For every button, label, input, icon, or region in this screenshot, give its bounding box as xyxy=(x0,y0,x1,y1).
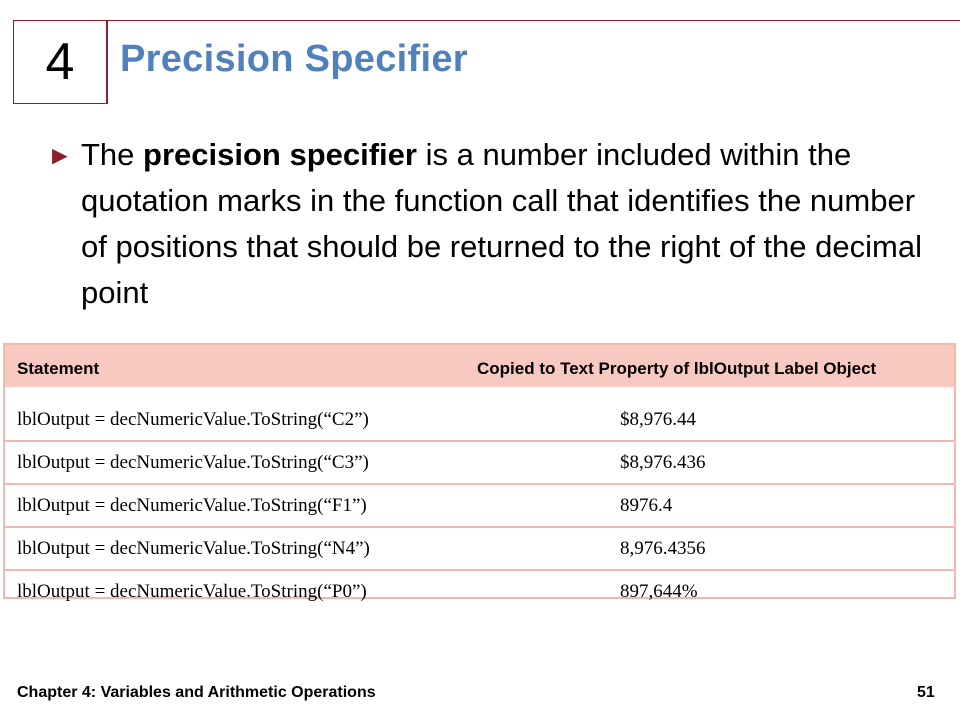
table-row: lblOutput = decNumericValue.ToString(“N4… xyxy=(5,528,954,571)
bullet-point: ► The precision specifier is a number in… xyxy=(47,132,927,316)
format-table: Statement Copied to Text Property of lbl… xyxy=(3,343,956,602)
cell-value: 8976.4 xyxy=(620,495,673,516)
table-row: lblOutput = decNumericValue.ToString(“P0… xyxy=(5,571,954,612)
cell-value: $8,976.44 xyxy=(620,409,696,430)
bullet-bold-term: precision specifier xyxy=(143,137,417,172)
cell-value: $8,976.436 xyxy=(620,452,706,473)
table-row: lblOutput = decNumericValue.ToString(“F1… xyxy=(5,485,954,528)
footer-page-number: 51 xyxy=(917,684,935,701)
cell-statement: lblOutput = decNumericValue.ToString(“C2… xyxy=(17,409,369,430)
cell-statement: lblOutput = decNumericValue.ToString(“F1… xyxy=(17,495,367,516)
header-divider xyxy=(107,20,108,104)
slide-title: Precision Specifier xyxy=(120,38,468,80)
cell-statement: lblOutput = decNumericValue.ToString(“P0… xyxy=(17,581,367,602)
chapter-number: 4 xyxy=(45,33,75,91)
cell-value: 8,976.4356 xyxy=(620,538,706,559)
footer-chapter-title: Chapter 4: Variables and Arithmetic Oper… xyxy=(17,684,376,701)
header-rule xyxy=(107,20,960,21)
bullet-prefix: The xyxy=(81,137,144,172)
table-row: lblOutput = decNumericValue.ToString(“C3… xyxy=(5,442,954,485)
table-header: Statement Copied to Text Property of lbl… xyxy=(5,345,954,387)
cell-statement: lblOutput = decNumericValue.ToString(“C3… xyxy=(17,452,369,473)
bullet-suffix: is a number included within the quotatio… xyxy=(81,137,922,310)
table-row: lblOutput = decNumericValue.ToString(“C2… xyxy=(5,399,954,442)
cell-statement: lblOutput = decNumericValue.ToString(“N4… xyxy=(17,538,370,559)
header-copied-to: Copied to Text Property of lblOutput Lab… xyxy=(477,359,877,378)
bullet-text: The precision specifier is a number incl… xyxy=(81,132,927,316)
cell-value: 897,644% xyxy=(620,581,698,602)
header-statement: Statement xyxy=(17,359,100,378)
bullet-arrow-icon: ► xyxy=(47,140,73,170)
chapter-number-box: 4 xyxy=(13,20,107,104)
